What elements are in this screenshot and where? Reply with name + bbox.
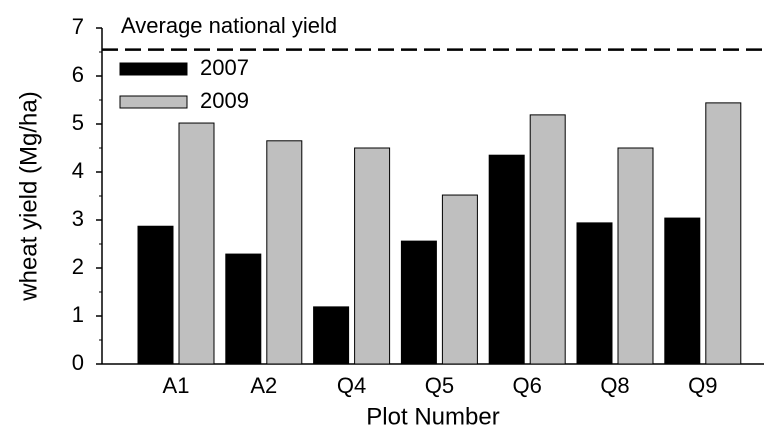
- y-tick-label: 4: [72, 158, 84, 183]
- x-axis-label: Plot Number: [366, 403, 499, 430]
- bar: [313, 306, 350, 365]
- x-tick-label: Q8: [600, 373, 629, 398]
- y-tick-label: 2: [72, 254, 84, 279]
- y-tick-label: 6: [72, 62, 84, 87]
- legend-label: 2007: [200, 55, 249, 80]
- y-tick-label: 1: [72, 302, 84, 327]
- legend-swatch: [119, 95, 188, 109]
- y-axis-label: wheat yield (Mg/ha): [15, 91, 42, 301]
- x-tick-label: Q5: [425, 373, 454, 398]
- x-tick-label: Q9: [688, 373, 717, 398]
- bar: [266, 140, 303, 365]
- bar: [576, 222, 613, 365]
- reference-label: Average national yield: [121, 13, 337, 38]
- bar: [225, 253, 262, 365]
- bar: [705, 102, 742, 365]
- x-tick-label: Q4: [337, 373, 366, 398]
- y-tick-label: 0: [72, 350, 84, 375]
- legend-label: 2009: [200, 88, 249, 113]
- x-tick-label: A1: [163, 373, 190, 398]
- x-tick-label: Q6: [513, 373, 542, 398]
- bar: [354, 147, 391, 365]
- y-tick-label: 3: [72, 206, 84, 231]
- bar: [617, 147, 654, 365]
- bar: [488, 154, 525, 365]
- bar: [529, 114, 566, 365]
- bar: [137, 225, 174, 365]
- bar: [178, 122, 215, 365]
- x-tick-label: A2: [250, 373, 277, 398]
- bar: [400, 240, 437, 365]
- bar: [441, 194, 478, 365]
- y-tick-label: 7: [72, 14, 84, 39]
- bar: [664, 217, 701, 365]
- y-tick-label: 5: [72, 110, 84, 135]
- legend-swatch: [119, 62, 188, 76]
